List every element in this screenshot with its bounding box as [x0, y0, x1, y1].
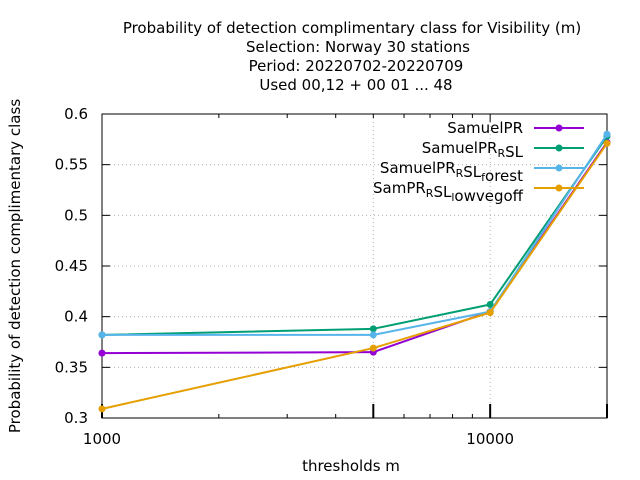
data-point	[369, 331, 377, 339]
x-axis-ticks: 1000 10000	[83, 114, 514, 448]
legend-marker	[555, 124, 563, 132]
legend: SamuelPR SamuelPRRSLSamuelPRRSLforestSamP…	[373, 119, 584, 205]
data-point	[369, 325, 377, 333]
series-line	[101, 135, 608, 336]
grid-lines	[102, 113, 607, 419]
legend-entry: SamuelPR	[447, 119, 584, 137]
data-point	[486, 309, 494, 317]
legend-marker	[555, 184, 563, 192]
series-1	[98, 132, 611, 339]
data-point	[486, 301, 494, 309]
y-tick-label: 0.6	[64, 105, 88, 123]
legend-label: SamuelPR	[447, 119, 523, 137]
legend-marker	[555, 164, 563, 172]
legend-entry: SamuelPRRSL	[422, 139, 584, 161]
y-tick-label: 0.3	[64, 409, 88, 427]
series-line	[101, 142, 608, 410]
y-tick-label: 0.4	[64, 308, 88, 326]
y-tick-label: 0.35	[55, 358, 88, 376]
x-tick-label: 10000	[466, 430, 514, 448]
legend-label: SamPRRSLlowvegoff	[373, 179, 524, 205]
data-point	[603, 139, 611, 147]
data-point	[369, 344, 377, 352]
legend-entry: SamPRRSLlowvegoff	[373, 179, 584, 205]
y-tick-label: 0.45	[55, 257, 88, 275]
x-tick-label: 1000	[83, 430, 121, 448]
x-axis-label: thresholds m	[302, 457, 400, 475]
chart-title-line-1: Probability of detection complimentary c…	[123, 19, 581, 37]
y-tick-label: 0.5	[64, 206, 88, 224]
data-point	[98, 405, 106, 413]
y-tick-label: 0.55	[55, 156, 88, 174]
series-0	[98, 138, 611, 357]
chart-title-line-3: Period: 20220702-20220709	[249, 57, 464, 75]
legend-label: SamuelPRRSLforest	[380, 159, 523, 185]
y-axis-label: Probability of detection complimentary c…	[6, 99, 24, 433]
series-lines	[98, 130, 611, 413]
plot-frame	[101, 113, 608, 419]
legend-label: SamuelPRRSL	[422, 139, 524, 161]
data-point	[98, 349, 106, 357]
series-3	[98, 139, 611, 413]
legend-entry: SamuelPRRSLforest	[380, 159, 584, 185]
legend-marker	[555, 144, 563, 152]
series-2	[98, 130, 611, 339]
y-axis-ticks: 0.3 0.35 0.4 0.45 0.5 0.55 0.6	[55, 105, 607, 427]
chart-title-line-4: Used 00,12 + 00 01 ... 48	[259, 76, 452, 94]
chart-title-line-2: Selection: Norway 30 stations	[246, 38, 470, 56]
series-line	[102, 133, 608, 336]
data-point	[603, 130, 611, 138]
chart-title: Probability of detection complimentary c…	[123, 19, 581, 94]
data-point	[98, 331, 106, 339]
